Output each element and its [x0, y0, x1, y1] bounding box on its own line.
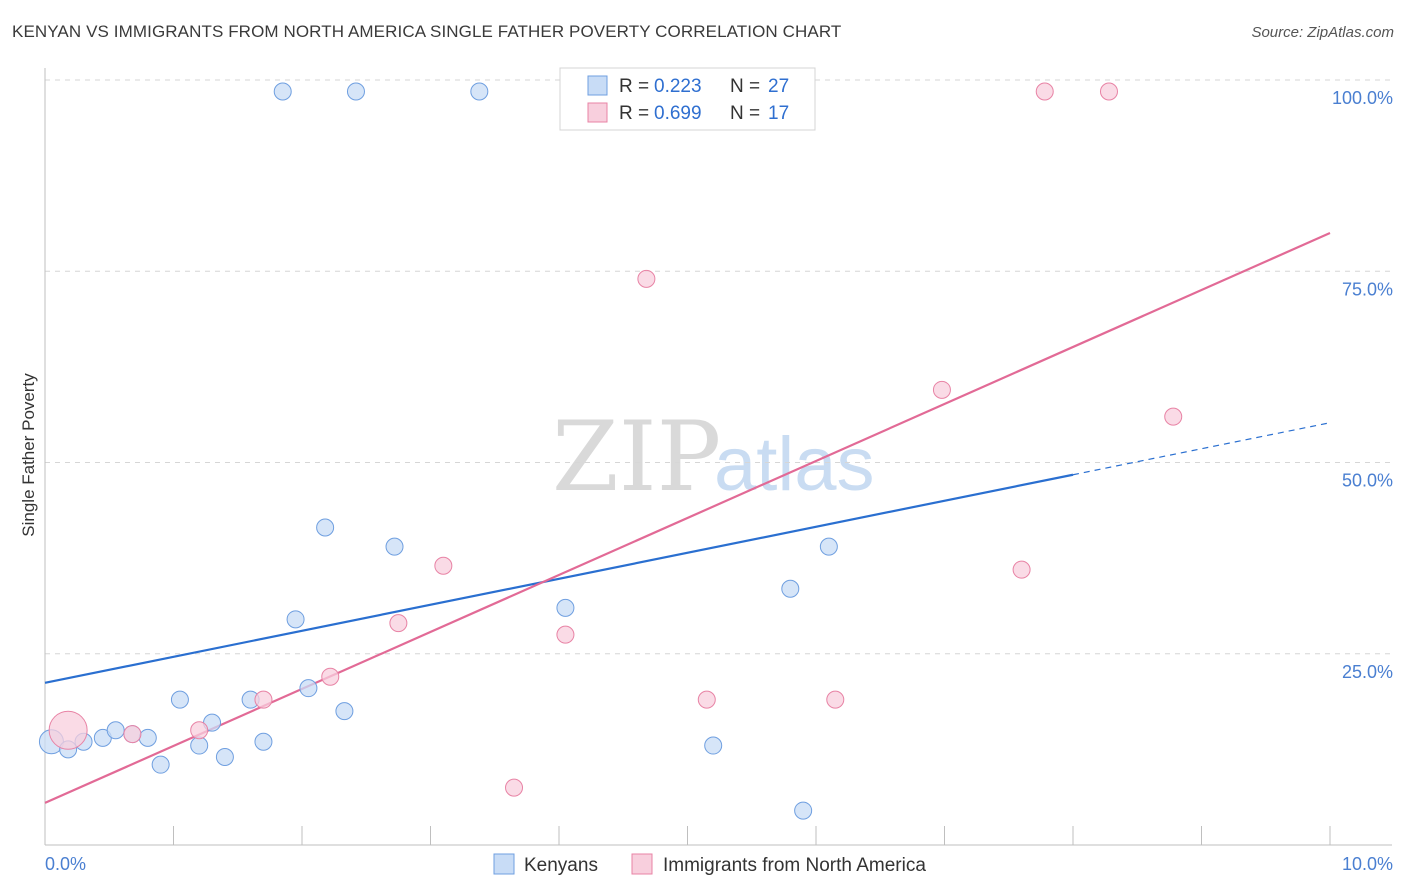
legend-n-label-2: N =	[730, 103, 760, 124]
legend-r-value-2: 0.699	[654, 103, 702, 124]
series-legend: Kenyans Immigrants from North America	[493, 853, 926, 876]
kenyan-point-9	[190, 736, 209, 755]
immigrant-point-5	[389, 614, 408, 633]
legend-n-label-1: N =	[730, 76, 760, 97]
legend-swatch-immigrants	[587, 102, 608, 123]
kenyan-point-4	[106, 721, 125, 740]
kenyan-point-13	[254, 732, 273, 751]
immigrant-point-7	[505, 778, 524, 797]
grid-lines	[45, 79, 1392, 655]
x-tick-label-max: 10.0%	[1342, 854, 1393, 874]
immigrant-point-16	[1164, 407, 1183, 426]
immigrant-point-3	[254, 690, 273, 709]
kenyan-point-21	[470, 82, 489, 101]
kenyan-point-20	[385, 537, 404, 556]
kenyan-point-26	[819, 537, 838, 556]
immigrant-trend-line	[44, 231, 1331, 804]
kenyan-point-19	[346, 82, 365, 101]
immigrant-point-1	[123, 725, 142, 744]
watermark-zip: ZIP	[552, 401, 721, 513]
immigrant-point-9	[637, 269, 656, 288]
stats-legend: R = 0.223 N = 27 R = 0.699 N = 17	[559, 67, 816, 131]
y-tick-label-100: 100.0%	[1332, 88, 1393, 108]
kenyan-point-24	[781, 579, 800, 598]
kenyan-point-11	[215, 748, 234, 767]
y-tick-label-25: 25.0%	[1342, 662, 1393, 682]
chart-source: Source: ZipAtlas.com	[1251, 24, 1394, 41]
legend-n-value-1: 27	[768, 76, 789, 97]
y-axis-label: Single Father Poverty	[19, 373, 38, 537]
legend-label-immigrants: Immigrants from North America	[663, 855, 926, 876]
kenyan-point-16	[299, 679, 318, 698]
kenyan-point-23	[704, 736, 723, 755]
kenyan-point-25	[794, 801, 813, 820]
kenyan-point-18	[335, 702, 354, 721]
tick-labels: 100.0% 75.0% 50.0% 25.0% 0.0% 10.0%	[45, 88, 1393, 874]
immigrant-point-4	[321, 667, 340, 686]
watermark-atlas: atlas	[714, 422, 875, 507]
legend-r-label-2: R =	[619, 103, 649, 124]
immigrant-point-0	[48, 710, 88, 750]
legend-label-kenyans: Kenyans	[524, 855, 598, 876]
immigrant-point-12	[932, 380, 951, 399]
kenyan-point-14	[273, 82, 292, 101]
immigrant-point-13	[1012, 560, 1031, 579]
kenyan-point-17	[316, 518, 335, 537]
y-tick-label-75: 75.0%	[1342, 279, 1393, 299]
kenyan-trend-line	[44, 473, 1074, 684]
legend-n-value-2: 17	[768, 103, 789, 124]
legend-swatch-kenyans	[587, 75, 608, 96]
legend-swatch-kenyans-bottom	[493, 853, 515, 875]
immigrant-point-15	[1099, 82, 1118, 101]
legend-swatch-immigrants-bottom	[631, 853, 653, 875]
kenyan-point-7	[151, 755, 170, 774]
immigrant-point-10	[697, 690, 716, 709]
chart-title: KENYAN VS IMMIGRANTS FROM NORTH AMERICA …	[12, 22, 842, 41]
immigrant-point-11	[826, 690, 845, 709]
y-tick-label-50: 50.0%	[1342, 471, 1393, 491]
kenyan-point-22	[556, 598, 575, 617]
kenyan-point-8	[170, 690, 189, 709]
data-points	[38, 82, 1183, 820]
x-tick-label-min: 0.0%	[45, 854, 86, 874]
kenyan-trend-extension	[1072, 422, 1331, 476]
immigrant-point-8	[556, 625, 575, 644]
kenyan-point-6	[138, 728, 157, 747]
legend-r-value-1: 0.223	[654, 76, 702, 97]
trend-lines	[44, 231, 1331, 804]
kenyan-point-15	[286, 610, 305, 629]
axes	[44, 68, 1392, 846]
immigrant-point-6	[434, 556, 453, 575]
legend-r-label-1: R =	[619, 76, 649, 97]
immigrant-point-14	[1035, 82, 1054, 101]
immigrant-point-2	[190, 721, 209, 740]
